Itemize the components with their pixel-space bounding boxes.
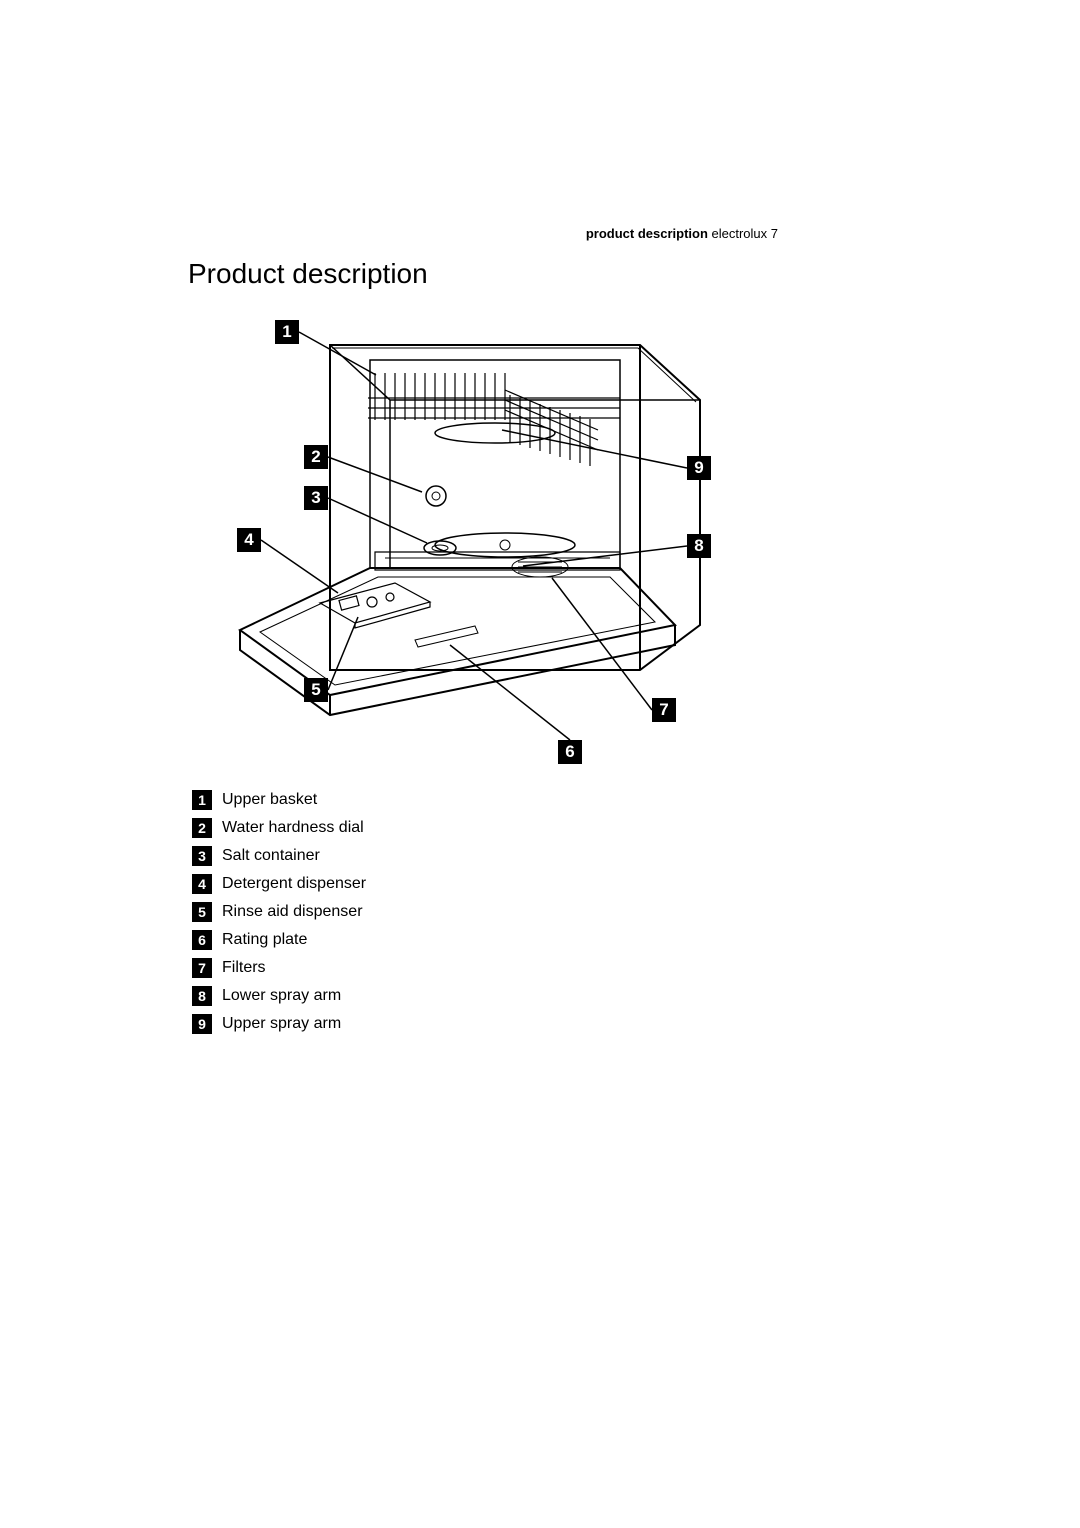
legend-label: Water hardness dial xyxy=(222,819,364,837)
callout-3: 3 xyxy=(304,486,328,510)
legend-row: 4 Detergent dispenser xyxy=(192,874,366,894)
dishwasher-diagram: 1 2 3 4 5 6 7 8 9 xyxy=(200,300,722,775)
header-brand-page: electrolux 7 xyxy=(708,226,778,241)
legend-chip: 1 xyxy=(192,790,212,810)
header-section: product description xyxy=(586,226,708,241)
legend-list: 1 Upper basket 2 Water hardness dial 3 Salt c… xyxy=(192,790,366,1042)
legend-label: Rinse aid dispenser xyxy=(222,903,363,921)
legend-label: Salt container xyxy=(222,847,320,865)
callout-9: 9 xyxy=(687,456,711,480)
legend-row: 9 Upper spray arm xyxy=(192,1014,366,1034)
callout-6: 6 xyxy=(558,740,582,764)
manual-page: product description electrolux 7 Product… xyxy=(0,0,1080,1528)
legend-chip: 5 xyxy=(192,902,212,922)
page-title: Product description xyxy=(188,258,428,290)
callout-1: 1 xyxy=(275,320,299,344)
legend-row: 5 Rinse aid dispenser xyxy=(192,902,366,922)
page-header: product description electrolux 7 xyxy=(586,226,778,241)
legend-label: Filters xyxy=(222,959,266,977)
legend-chip: 2 xyxy=(192,818,212,838)
callout-8: 8 xyxy=(687,534,711,558)
legend-chip: 8 xyxy=(192,986,212,1006)
legend-label: Lower spray arm xyxy=(222,987,341,1005)
callout-7: 7 xyxy=(652,698,676,722)
legend-row: 6 Rating plate xyxy=(192,930,366,950)
legend-row: 2 Water hardness dial xyxy=(192,818,366,838)
legend-chip: 3 xyxy=(192,846,212,866)
callout-4: 4 xyxy=(237,528,261,552)
legend-row: 7 Filters xyxy=(192,958,366,978)
legend-label: Upper spray arm xyxy=(222,1015,341,1033)
legend-row: 3 Salt container xyxy=(192,846,366,866)
legend-row: 8 Lower spray arm xyxy=(192,986,366,1006)
legend-label: Detergent dispenser xyxy=(222,875,366,893)
legend-chip: 7 xyxy=(192,958,212,978)
legend-chip: 4 xyxy=(192,874,212,894)
legend-chip: 6 xyxy=(192,930,212,950)
diagram-svg xyxy=(200,300,722,775)
legend-label: Upper basket xyxy=(222,791,317,809)
callout-2: 2 xyxy=(304,445,328,469)
legend-label: Rating plate xyxy=(222,931,307,949)
legend-chip: 9 xyxy=(192,1014,212,1034)
legend-row: 1 Upper basket xyxy=(192,790,366,810)
callout-5: 5 xyxy=(304,678,328,702)
